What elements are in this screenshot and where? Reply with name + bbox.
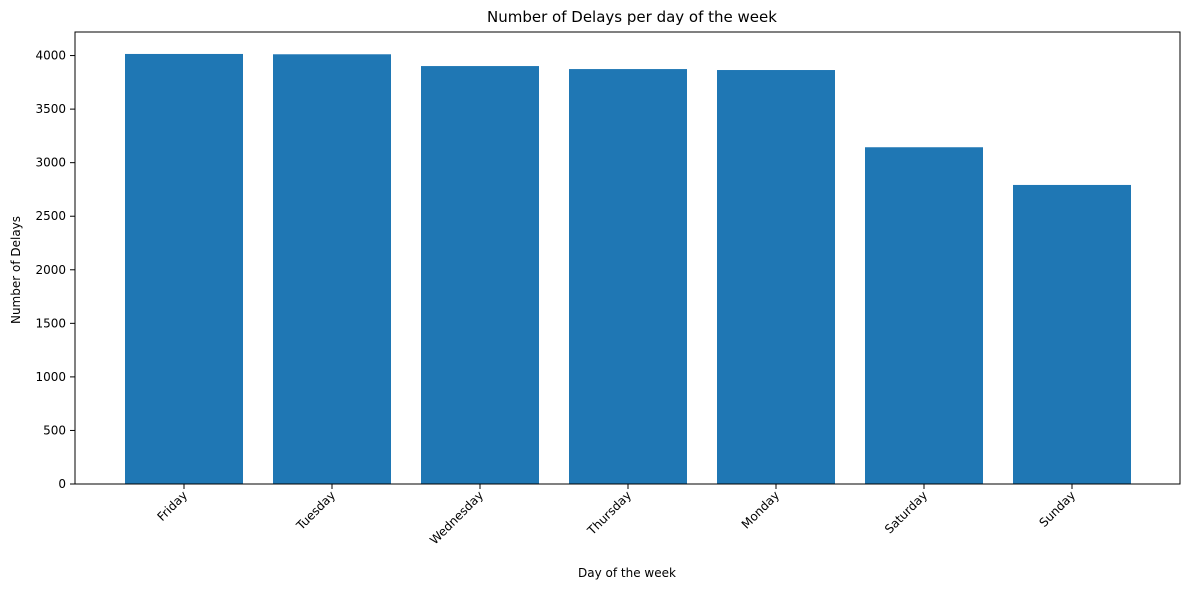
bar-monday — [717, 70, 835, 485]
y-tick-label: 2500 — [35, 209, 66, 223]
y-tick-label: 0 — [58, 477, 66, 491]
bars-group — [125, 53, 1131, 485]
chart-title: Number of Delays per day of the week — [487, 8, 777, 26]
x-tick-label: Sunday — [1036, 488, 1078, 530]
x-tick-label: Wednesday — [427, 488, 486, 547]
y-tick-label: 3000 — [35, 156, 66, 170]
x-tick-label: Friday — [155, 488, 191, 524]
bar-wednesday — [421, 66, 539, 484]
y-axis-label: Number of Delays — [9, 216, 23, 324]
y-tick-label: 1000 — [35, 370, 66, 384]
x-axis-label: Day of the week — [578, 566, 676, 580]
bar-saturday — [865, 147, 983, 485]
bar-tuesday — [273, 54, 391, 484]
y-tick-label: 2000 — [35, 263, 66, 277]
y-tick-label: 500 — [43, 423, 66, 437]
y-tick-label: 1500 — [35, 316, 66, 330]
bar-friday — [125, 53, 243, 485]
x-tick-label: Thursday — [584, 488, 634, 538]
y-tick-label: 3500 — [35, 102, 66, 116]
x-tick-label: Monday — [739, 488, 782, 531]
y-axis-ticks: 0 500 1000 1500 2000 2500 3000 3500 4000 — [35, 49, 75, 491]
bar-sunday — [1013, 184, 1131, 484]
x-axis-ticks: Friday Tuesday Wednesday Thursday Monday Satu… — [155, 484, 1078, 547]
bar-thursday — [569, 69, 687, 484]
y-tick-label: 4000 — [35, 49, 66, 63]
plot-frame — [74, 31, 1181, 485]
x-tick-label: Saturday — [882, 488, 930, 536]
x-tick-label: Tuesday — [293, 488, 338, 533]
